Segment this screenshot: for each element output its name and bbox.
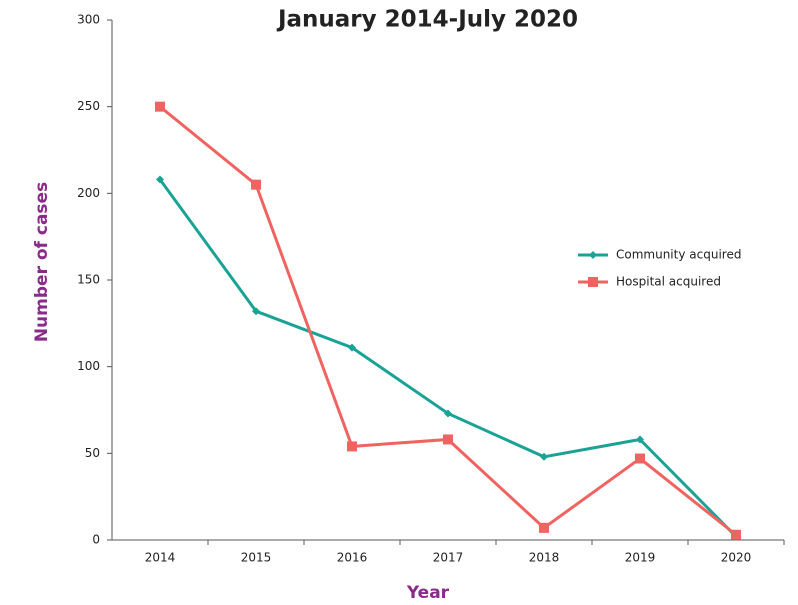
y-tick-label: 300 <box>77 13 100 27</box>
y-tick-label: 150 <box>77 273 100 287</box>
point <box>348 343 356 352</box>
point <box>443 434 453 445</box>
y-tick-label: 50 <box>85 446 100 460</box>
x-tick-label: 2018 <box>529 551 560 565</box>
point <box>251 179 261 190</box>
x-tick-label: 2017 <box>433 551 464 565</box>
series-line <box>159 105 737 536</box>
y-tick-label: 0 <box>92 533 100 547</box>
x-tick-label: 2014 <box>145 551 176 565</box>
point <box>540 452 548 461</box>
point <box>731 529 741 540</box>
point <box>636 435 644 444</box>
x-axis-label: Year <box>406 583 450 603</box>
point <box>252 307 260 316</box>
point <box>156 175 164 184</box>
y-tick-label: 250 <box>77 99 100 113</box>
y-tick-label: 200 <box>77 186 100 200</box>
point <box>444 409 452 418</box>
legend-label: Community acquired <box>616 248 741 262</box>
point <box>588 277 598 287</box>
point <box>155 101 165 112</box>
point <box>347 441 357 452</box>
chart-title: January 2014-July 2020 <box>276 7 578 33</box>
x-tick-label: 2015 <box>241 551 272 565</box>
x-tick-label: 2020 <box>721 551 752 565</box>
legend-label: Hospital acquired <box>616 275 721 289</box>
series-line <box>158 178 738 538</box>
y-axis-label: Number of cases <box>32 182 52 342</box>
x-tick-label: 2019 <box>625 551 656 565</box>
point <box>539 522 549 533</box>
point <box>635 453 645 464</box>
x-tick-label: 2016 <box>337 551 368 565</box>
point <box>589 251 597 259</box>
y-tick-label: 100 <box>77 359 100 373</box>
